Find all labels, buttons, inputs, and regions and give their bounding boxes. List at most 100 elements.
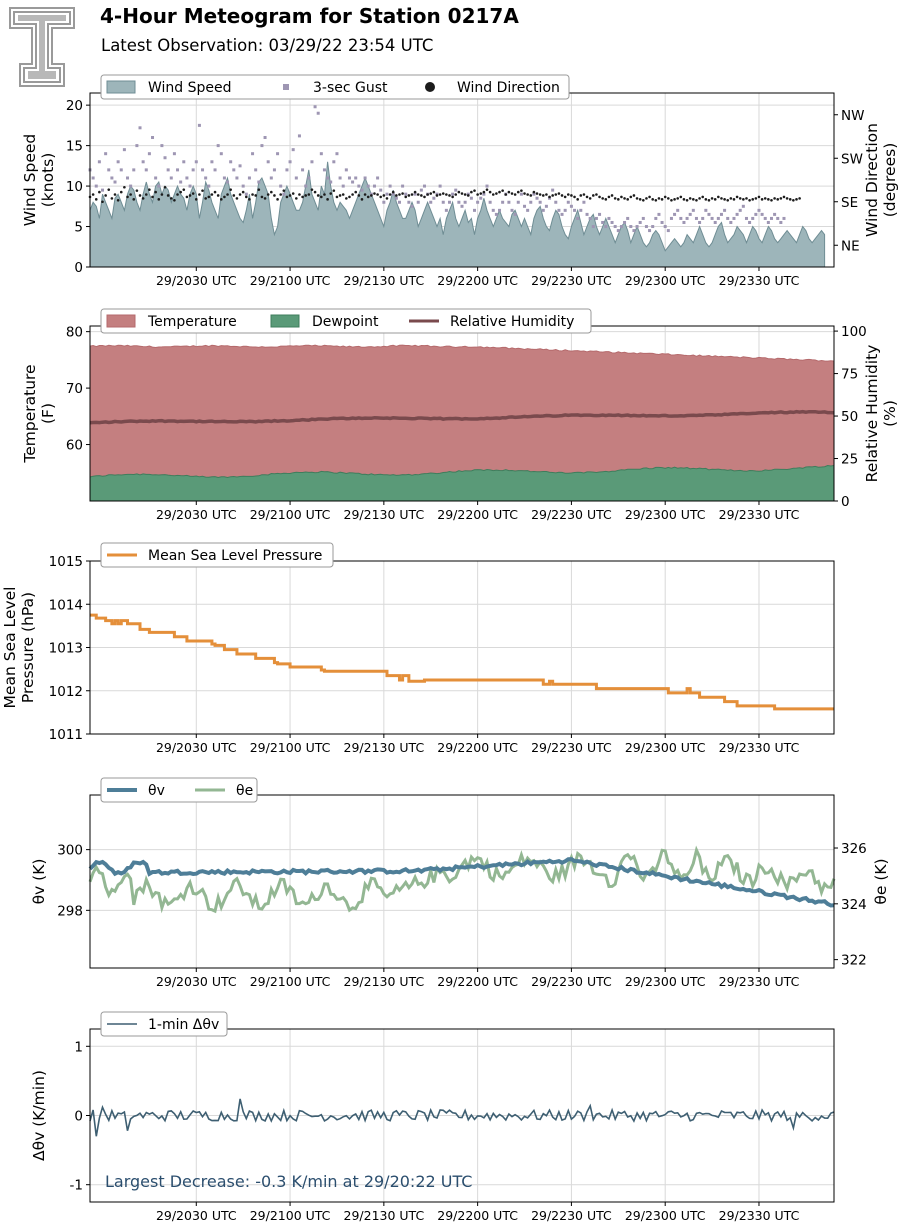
wind-direction-point [638, 198, 642, 201]
gust-point [498, 208, 502, 212]
wind-direction-point [479, 192, 483, 195]
wind-y-label: Wind Speed(knots) [21, 134, 57, 226]
y-tick-label: 1012 [49, 684, 83, 700]
wind-direction-point [576, 198, 579, 201]
wind-direction-point [588, 197, 592, 200]
wind-direction-point [673, 198, 676, 201]
x-tick-label: 29/2030 UTC [156, 507, 237, 522]
gust-point [357, 184, 361, 188]
wind-direction-point [667, 197, 670, 200]
gust-point [713, 220, 717, 224]
wind-direction-point [144, 193, 148, 196]
gust-point [204, 176, 208, 180]
gust-point [707, 212, 711, 216]
gust-point [251, 152, 255, 156]
wind-direction-point [585, 195, 589, 199]
gust-point [366, 184, 370, 188]
gust-point [135, 144, 139, 148]
gust-point [313, 105, 317, 109]
wind-direction-point [198, 193, 201, 196]
x-tick-label: 29/2300 UTC [625, 507, 706, 522]
gust-point [688, 212, 692, 216]
gust-point [107, 168, 111, 172]
legend-box [100, 1011, 228, 1037]
gust-point [191, 168, 195, 172]
wind-direction-point [445, 193, 448, 196]
x-tick-label: 29/2300 UTC [625, 273, 706, 288]
wind-direction-point [457, 190, 461, 194]
gust-point [579, 208, 583, 212]
wind-direction-point [488, 190, 492, 194]
wind-direction-point [207, 195, 211, 199]
x-tick-label: 29/2100 UTC [250, 273, 331, 288]
wind-direction-point [135, 189, 139, 192]
gust-point [401, 184, 405, 188]
gust-point [641, 216, 645, 220]
x-tick-label: 29/2100 UTC [250, 1208, 331, 1223]
wind-direction-point [670, 199, 673, 202]
wind-direction-point [226, 193, 229, 196]
gust-point [544, 204, 548, 208]
gust-point [763, 216, 767, 220]
wind-direction-point [435, 194, 439, 197]
legend-label: 3-sec Gust [313, 80, 388, 96]
wind-direction-point [642, 199, 645, 202]
wind-direction-point [713, 198, 717, 201]
wind-direction-point [310, 188, 314, 191]
wind-direction-point [470, 190, 473, 194]
gust-point [197, 123, 201, 127]
wind-direction-point [323, 193, 326, 196]
wind-direction-point [101, 200, 104, 204]
gust-point [201, 168, 205, 172]
wind-direction-point [291, 192, 295, 195]
wind-direction-point [623, 197, 626, 200]
wind-direction-point [263, 197, 267, 200]
gust-point [185, 176, 189, 180]
gust-point [410, 204, 414, 208]
x-tick-label: 29/2330 UTC [719, 740, 800, 755]
wind-direction-point [654, 199, 658, 202]
gust-point [163, 156, 167, 160]
wind-direction-point [526, 193, 529, 196]
x-tick-label: 29/2230 UTC [531, 740, 612, 755]
wind-direction-point [532, 190, 536, 194]
wind-direction-point [257, 188, 261, 191]
gust-point [632, 229, 636, 233]
wind-direction-point [738, 197, 742, 200]
legend-label: Relative Humidity [450, 314, 574, 330]
wind-direction-point [657, 197, 661, 200]
y-tick-label: -1 [70, 1178, 83, 1194]
gust-point [432, 196, 436, 200]
wind-direction-point [560, 194, 564, 197]
y-tick-label: 0 [74, 260, 83, 276]
gust-point [494, 212, 498, 216]
gust-point [779, 220, 783, 224]
y-tick-label: 300 [57, 843, 83, 859]
gust-point [441, 200, 445, 204]
gust-point [463, 200, 467, 204]
gust-point [419, 188, 423, 192]
legend-label: Wind Speed [148, 80, 232, 96]
gust-point [116, 160, 120, 164]
gust-point [585, 212, 589, 216]
wind-direction-point [116, 199, 120, 202]
wind-direction-point [426, 193, 429, 196]
gust-point [454, 188, 458, 192]
wind-direction-point [119, 190, 123, 194]
gust-point [541, 208, 545, 212]
gust-point [613, 225, 617, 229]
wind-direction-point [360, 198, 364, 201]
gust-point [576, 216, 580, 220]
wind-direction-point [745, 197, 748, 200]
wind-direction-point [754, 197, 758, 200]
wind-direction-point [169, 197, 173, 200]
wind-direction-point [370, 194, 373, 197]
gust-point [754, 212, 758, 216]
gust-point [657, 212, 661, 216]
gust-point [735, 212, 739, 216]
gust-point [551, 188, 555, 192]
gust-point [663, 225, 667, 229]
wind-direction-point [704, 198, 708, 201]
theta-e-y2-label: θe (K) [872, 858, 890, 904]
wind-direction-point [748, 199, 751, 202]
